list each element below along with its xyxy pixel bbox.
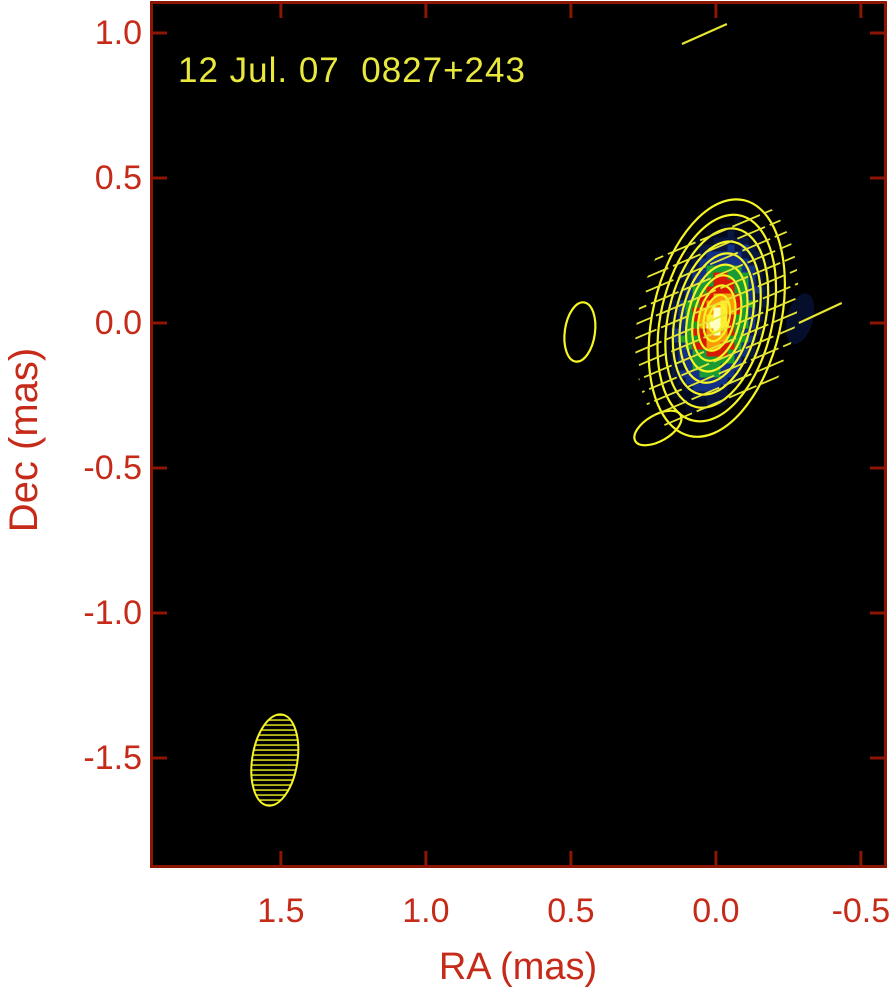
x-tick-label: 0.5 — [547, 892, 595, 930]
plot-area — [150, 1, 887, 868]
y-tick-label: -1.5 — [83, 739, 142, 777]
x-tick-label: 0.0 — [692, 892, 740, 930]
y-tick-label: -0.5 — [83, 449, 142, 487]
noise-smudge — [785, 293, 815, 345]
map-canvas — [153, 4, 884, 865]
y-tick-label: -1.0 — [83, 594, 142, 632]
y-tick-label: 0.0 — [94, 304, 142, 342]
x-tick-label: -0.5 — [831, 892, 891, 930]
beam-ellipse — [250, 713, 300, 807]
contour-rings — [633, 198, 786, 447]
axis-ticks — [153, 4, 884, 865]
x-tick-label: 1.5 — [257, 892, 305, 930]
polarization-dash — [798, 301, 843, 324]
epoch-source-label: 12 Jul. 07 0827+243 — [178, 51, 526, 90]
outer-contour-bump — [633, 409, 683, 447]
polarization-dash — [681, 23, 728, 46]
beam-hatching — [245, 714, 305, 806]
secondary-component-contour — [563, 301, 597, 363]
y-tick-label: 0.5 — [94, 159, 142, 197]
x-tick-label: 1.0 — [402, 892, 450, 930]
y-tick-label: 1.0 — [94, 14, 142, 52]
x-axis-title: RA (mas) — [438, 946, 598, 988]
